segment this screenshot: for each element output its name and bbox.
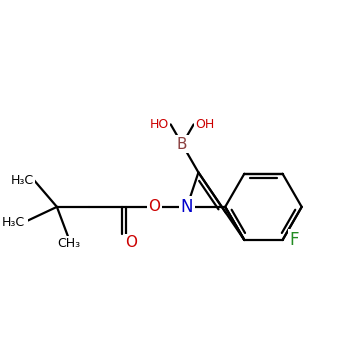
Text: O: O [126, 236, 138, 251]
Text: B: B [177, 137, 187, 152]
Text: OH: OH [195, 118, 215, 131]
Text: H₃C: H₃C [1, 216, 24, 229]
Text: CH₃: CH₃ [57, 237, 80, 251]
Text: O: O [148, 199, 160, 214]
Text: HO: HO [149, 118, 169, 131]
Text: N: N [181, 198, 193, 216]
Text: H₃C: H₃C [11, 174, 34, 187]
Text: F: F [290, 231, 299, 249]
